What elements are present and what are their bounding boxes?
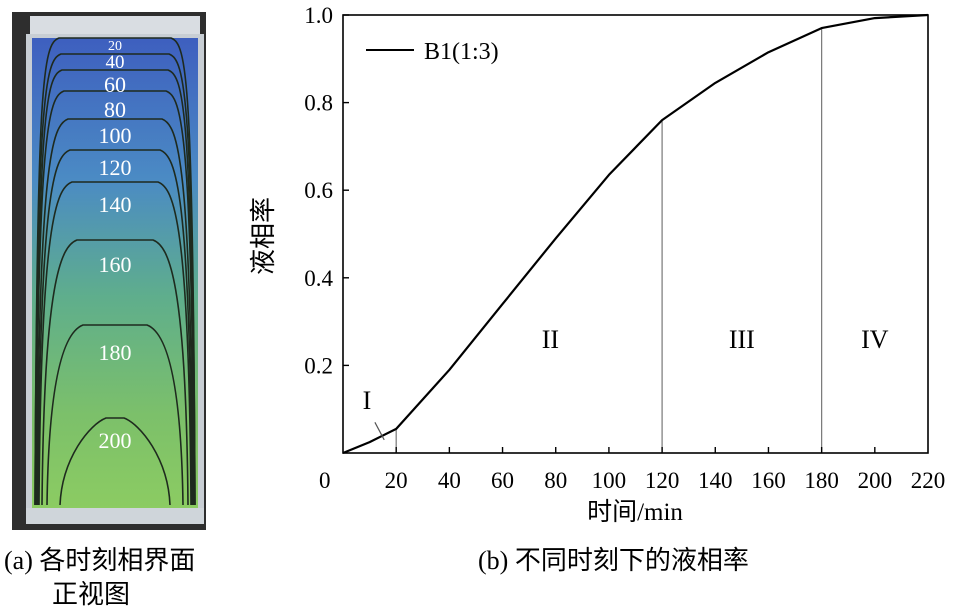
contour-line [46, 324, 184, 506]
y-tick-label: 0.4 [304, 266, 333, 291]
contour-label: 20 [108, 39, 122, 54]
x-tick-label: 100 [592, 468, 627, 493]
x-tick-label: 220 [911, 468, 946, 493]
contour-line [41, 239, 189, 506]
contour-lines [34, 37, 196, 506]
container-bottom-base [26, 508, 204, 524]
panel-a-caption: (a) 各时刻相界面 [4, 546, 196, 575]
region-leader-line [374, 422, 385, 441]
region-label: I [363, 386, 372, 415]
y-tick-label: 0.2 [304, 353, 333, 378]
x-tick-label: 140 [698, 468, 733, 493]
contour-label: 140 [99, 192, 132, 217]
x-tick-label: 80 [544, 468, 567, 493]
origin-label: 0 [319, 468, 331, 493]
x-tick-label: 20 [385, 468, 408, 493]
contour-label: 160 [99, 252, 132, 277]
series-line [342, 13, 929, 455]
y-tick-label: 1.0 [304, 3, 333, 28]
contour-label: 60 [104, 72, 126, 97]
region-label: II [542, 325, 559, 354]
contour-fill-area [32, 38, 198, 510]
panel-b-caption: (b) 不同时刻下的液相率 [478, 546, 749, 575]
x-tick-label: 40 [438, 468, 461, 493]
legend-series-label: B1(1:3) [424, 39, 499, 65]
contour-line [35, 90, 195, 506]
contour-line [37, 149, 193, 506]
contour-label: 100 [99, 123, 132, 148]
panel-a-caption-line2: 正视图 [52, 580, 131, 609]
contour-label: 40 [106, 52, 125, 73]
contour-label: 80 [104, 97, 126, 122]
contour-line [34, 53, 196, 506]
contour-label: 200 [99, 428, 132, 453]
contour-line [35, 69, 195, 506]
contour-label: 180 [99, 340, 132, 365]
contour-line [34, 37, 196, 506]
contour-label: 120 [99, 155, 132, 180]
region-labels: III III IV [363, 325, 889, 441]
y-axis-ticks: 0.2 0.4 0.6 0.8 1.0 [304, 3, 349, 378]
contour-line [59, 417, 171, 506]
region-label: IV [861, 325, 889, 354]
x-tick-label: 120 [645, 468, 680, 493]
x-tick-label: 60 [491, 468, 514, 493]
stage-dividers [395, 28, 823, 453]
x-tick-label: 180 [804, 468, 839, 493]
liquid-fraction-chart: 20 40 60 80 100 120 140 160 180 200 220 0.20.40.60… [249, 3, 945, 526]
container-top-glass [30, 16, 200, 38]
y-tick-label: 0.6 [304, 178, 333, 203]
contour-line [38, 181, 192, 506]
contour-line [36, 118, 194, 506]
x-axis-ticks: 20 40 60 80 100 120 140 160 180 200 220 [385, 447, 946, 493]
region-label: III [729, 325, 755, 354]
x-axis-label: 时间/min [587, 498, 683, 526]
x-tick-label: 200 [858, 468, 893, 493]
plot-frame [342, 14, 929, 454]
y-tick-label: 0.8 [304, 91, 333, 116]
x-tick-label: 160 [751, 468, 786, 493]
y-axis-label: 液相率 [249, 197, 278, 275]
series-layer [342, 13, 929, 455]
